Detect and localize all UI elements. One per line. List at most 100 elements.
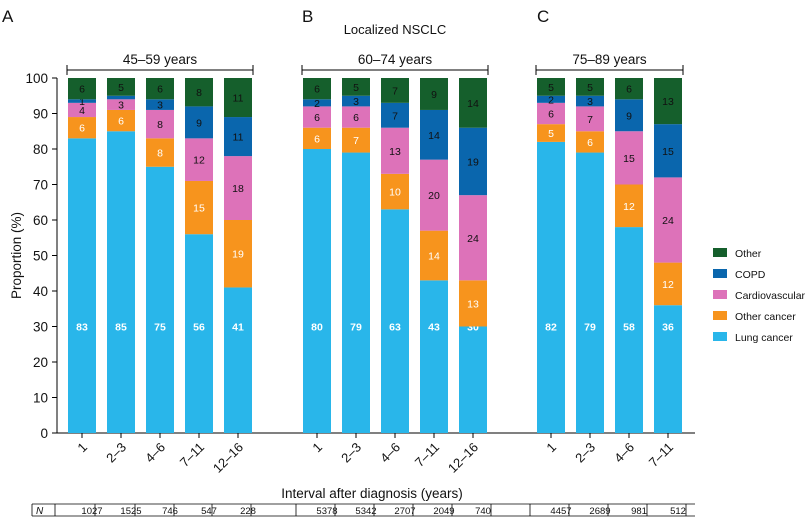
bar-segment [615, 131, 643, 185]
data-label: 14 [467, 98, 479, 110]
y-tick-label: 30 [33, 320, 48, 335]
bar-segment [224, 78, 252, 118]
bar-segment [185, 234, 213, 433]
bar-segment [420, 230, 448, 281]
bar-segment [342, 106, 370, 128]
data-label: 8 [196, 87, 202, 99]
y-axis-label: Proportion (%) [9, 212, 24, 299]
bar-segment [107, 109, 135, 132]
data-label: 6 [118, 116, 124, 128]
y-tick-label: 40 [33, 284, 48, 299]
bar-segment [68, 78, 96, 100]
figure-title: Localized NSCLC [344, 22, 447, 37]
bar-segment [342, 127, 370, 153]
bar-segment [146, 109, 174, 139]
bar-segment [224, 156, 252, 220]
n-value: 740 [475, 506, 491, 517]
bar-segment [68, 138, 96, 433]
data-label: 19 [232, 249, 244, 261]
data-label: 7 [587, 114, 593, 126]
panel-letter: B [302, 7, 313, 26]
x-tick-label: 7–11 [412, 440, 442, 470]
data-label: 41 [232, 322, 244, 334]
y-tick-label: 10 [33, 391, 48, 406]
bar-segment [537, 141, 565, 433]
data-label: 6 [314, 84, 320, 96]
x-tick-label: 1 [543, 440, 559, 456]
data-label: 7 [392, 110, 398, 122]
data-label: 6 [587, 137, 593, 149]
data-label: 11 [233, 132, 244, 144]
bar-segment [303, 106, 331, 128]
x-tick-label: 1 [309, 440, 325, 456]
data-label: 6 [79, 84, 85, 96]
x-tick-label: 4–6 [142, 440, 168, 466]
bar-segment [654, 78, 682, 125]
bar-segment [342, 78, 370, 96]
data-label: 14 [428, 251, 440, 263]
y-tick-label: 80 [33, 142, 48, 157]
data-label: 7 [353, 135, 359, 147]
data-label: 3 [353, 96, 359, 108]
panel-c: C75–89 years825625144577967352–326895812… [535, 7, 686, 517]
bar-segment [224, 220, 252, 288]
bar-segment [68, 102, 96, 118]
n-value: 746 [162, 506, 178, 517]
bar-segment [342, 95, 370, 107]
n-value: 228 [240, 506, 256, 517]
data-label: 79 [350, 322, 362, 334]
bar-segment [185, 78, 213, 107]
bar-segment [68, 117, 96, 139]
bar-segment [459, 127, 487, 196]
bar-segment [654, 177, 682, 263]
bar-segment [576, 106, 604, 132]
legend-label: Other [735, 248, 762, 260]
data-label: 2 [548, 94, 554, 106]
panel-letter: A [2, 7, 14, 26]
n-value: 1525 [120, 506, 141, 517]
n-table-label: N [36, 506, 44, 517]
bar-segment [146, 138, 174, 167]
panel-title: 45–59 years [123, 52, 198, 67]
data-label: 5 [353, 82, 359, 94]
data-label: 10 [389, 187, 401, 199]
n-value: 547 [201, 506, 217, 517]
data-label: 3 [587, 96, 593, 108]
bar-segment [537, 95, 565, 103]
data-label: 6 [548, 109, 554, 121]
data-label: 13 [389, 146, 401, 158]
bar-segment [107, 78, 135, 96]
data-label: 4 [79, 105, 85, 117]
y-tick-label: 50 [33, 249, 48, 264]
data-label: 14 [428, 130, 440, 142]
bar-segment [303, 78, 331, 100]
data-label: 2 [314, 98, 320, 110]
bar-segment [420, 159, 448, 231]
bar-segment [654, 124, 682, 178]
bar-segment [420, 280, 448, 433]
n-value: 4457 [550, 506, 571, 517]
bar-segment [381, 127, 409, 174]
data-label: 3 [118, 100, 124, 112]
data-label: 6 [626, 84, 632, 96]
bar-segment [576, 78, 604, 96]
bar-segment [185, 180, 213, 235]
legend-swatch [713, 332, 727, 341]
n-value: 5342 [355, 506, 376, 517]
bar-segment [420, 78, 448, 110]
data-label: 11 [233, 93, 244, 105]
bar-segment [146, 166, 174, 433]
bar-segment [107, 131, 135, 433]
data-label: 5 [548, 128, 554, 140]
bar-segment [459, 78, 487, 128]
bar-segment [615, 227, 643, 433]
bar-segment [459, 280, 487, 327]
data-label: 12 [662, 279, 674, 291]
data-label: 5 [548, 82, 554, 94]
data-label: 58 [623, 322, 635, 334]
data-label: 20 [428, 190, 440, 202]
data-label: 85 [115, 322, 127, 334]
n-value: 2049 [433, 506, 454, 517]
data-label: 6 [353, 112, 359, 124]
n-value: 512 [670, 506, 686, 517]
